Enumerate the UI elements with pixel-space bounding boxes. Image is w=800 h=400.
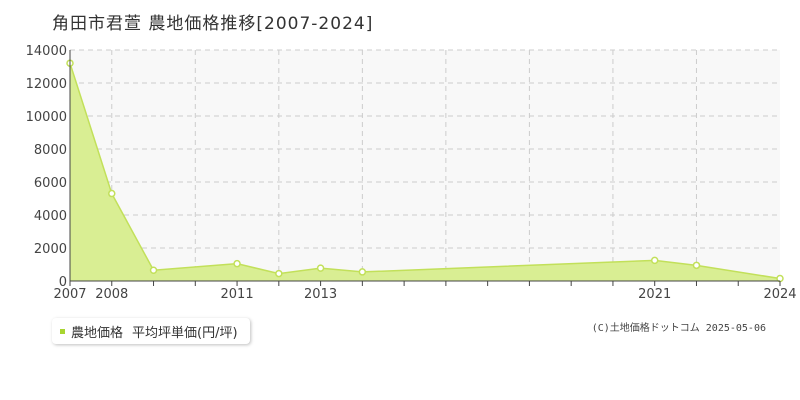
x-tick-label: 2007: [53, 287, 86, 302]
data-point: [692, 261, 701, 270]
data-point: [233, 259, 241, 268]
y-tick-label: 12000: [26, 77, 67, 92]
y-tick-label: 6000: [34, 176, 67, 191]
copyright-text: (C)土地価格ドットコム 2025-05-06: [591, 323, 766, 334]
y-tick-label: 2000: [34, 242, 67, 257]
series-layer: [66, 59, 784, 283]
legend-marker: [60, 328, 65, 334]
x-tick-label: 2008: [95, 287, 128, 302]
y-tick-label: 14000: [26, 44, 67, 59]
legend-label-sub: 平均坪単価(円/坪): [132, 325, 238, 341]
y-tick-label: 8000: [34, 143, 67, 158]
gridlines: [70, 49, 780, 281]
legend: 農地価格 平均坪単価(円/坪): [52, 318, 250, 344]
axes: [69, 50, 781, 286]
data-point: [108, 189, 116, 198]
x-tick-label: 2013: [304, 287, 337, 302]
y-tick-label: 0: [59, 275, 67, 290]
plot-background: [70, 50, 780, 281]
data-point: [650, 256, 659, 265]
legend-label-main: 農地価格: [71, 325, 124, 341]
y-tick-label: 10000: [26, 110, 67, 125]
data-point: [149, 266, 158, 275]
chart-title: 角田市君萱 農地価格推移[2007-2024]: [52, 14, 374, 34]
x-tick-label: 2024: [763, 287, 796, 302]
x-tick-label: 2021: [638, 287, 671, 302]
data-point: [275, 269, 283, 278]
series-area: [70, 63, 780, 282]
data-point: [358, 268, 367, 276]
data-point: [316, 264, 325, 272]
tick-labels: 0 2000 4000 6000 8000 10000 12000 14000 2007 2008…: [26, 44, 797, 302]
series-line: [69, 62, 781, 280]
x-tick-label: 2011: [221, 287, 254, 302]
y-tick-label: 4000: [34, 209, 67, 224]
